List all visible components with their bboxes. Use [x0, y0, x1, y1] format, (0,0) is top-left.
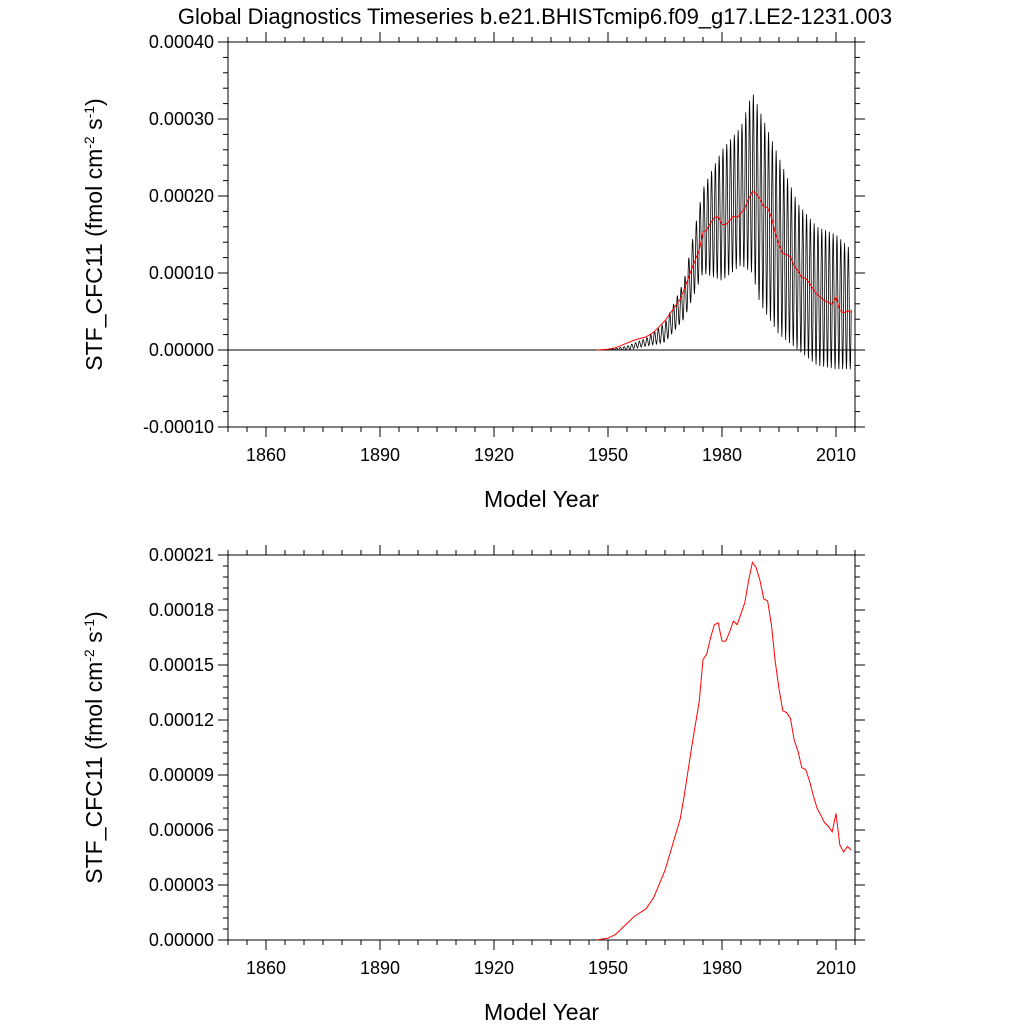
- y-tick-label: 0.00020: [149, 186, 214, 206]
- y-axis-label: STF_CFC11 (fmol cm-2 s-1): [81, 611, 107, 883]
- y-axis-label-part: ): [81, 98, 107, 106]
- y-tick-label: 0.00010: [149, 263, 214, 283]
- x-axis-label: Model Year: [484, 486, 599, 512]
- y-axis-label-part: STF_CFC11 (fmol cm: [81, 149, 107, 371]
- x-tick-label: 2010: [816, 445, 856, 465]
- x-tick-label: 1920: [474, 445, 514, 465]
- x-tick-label: 1890: [360, 445, 400, 465]
- x-tick-label: 1980: [702, 958, 742, 978]
- y-axis-label-exponent: -2: [81, 649, 97, 662]
- plot-frame: [227, 41, 856, 428]
- y-tick-label: 0.00021: [149, 545, 214, 565]
- top-panel: 1860 1890 1920 1950 1980 2010 -0.00010 0.00000 0…: [81, 32, 865, 512]
- y-axis-label: STF_CFC11 (fmol cm-2 s-1): [81, 98, 107, 370]
- y-tick-label: 0.00015: [149, 655, 214, 675]
- x-tick-label: 1950: [588, 958, 628, 978]
- y-tick-label: 0.00012: [149, 710, 214, 730]
- x-axis-label: Model Year: [484, 999, 599, 1024]
- x-tick-label: 1950: [588, 445, 628, 465]
- y-axis-label-exponent: -1: [81, 106, 97, 119]
- y-tick-label: 0.00000: [149, 930, 214, 950]
- y-axis-label-part: s: [81, 631, 107, 649]
- x-tick-label: 1890: [360, 958, 400, 978]
- y-tick-label: -0.00010: [143, 417, 214, 437]
- y-axis-label-part: STF_CFC11 (fmol cm: [81, 662, 107, 884]
- y-tick-label: 0.00003: [149, 875, 214, 895]
- y-tick-label: 0.00009: [149, 765, 214, 785]
- y-axis-label-exponent: -2: [81, 136, 97, 149]
- x-tick-label: 1860: [246, 958, 286, 978]
- x-tick-label: 2010: [816, 958, 856, 978]
- y-axis-label-part: ): [81, 611, 107, 619]
- x-tick-label: 1860: [246, 445, 286, 465]
- y-tick-label: 0.00006: [149, 820, 214, 840]
- x-tick-label: 1980: [702, 445, 742, 465]
- bottom-panel: 1860 1890 1920 1950 1980 2010 0.00000 0.00003 0.…: [81, 545, 865, 1024]
- monthly-series-line: [607, 94, 852, 370]
- y-tick-label: 0.00000: [149, 340, 214, 360]
- y-tick-label: 0.00030: [149, 109, 214, 129]
- y-axis-label-exponent: -1: [81, 619, 97, 632]
- chart-title: Global Diagnostics Timeseries b.e21.BHIS…: [178, 4, 892, 29]
- annual-mean-series-line: [596, 561, 852, 941]
- y-axis-label-part: s: [81, 118, 107, 136]
- y-tick-label: 0.00040: [149, 32, 214, 52]
- y-tick-label: 0.00018: [149, 600, 214, 620]
- x-tick-label: 1920: [474, 958, 514, 978]
- annual-mean-series-line: [596, 190, 852, 351]
- plot-frame: [227, 554, 856, 941]
